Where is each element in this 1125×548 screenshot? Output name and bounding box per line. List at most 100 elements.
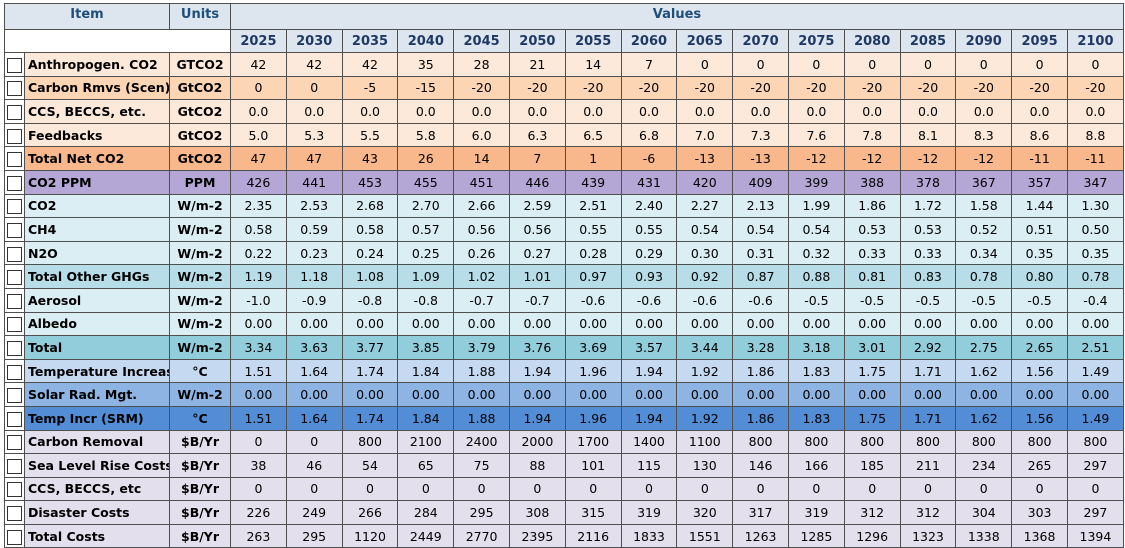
value-cell: 234: [955, 453, 1013, 478]
row-checkbox[interactable]: [7, 388, 22, 404]
value-cell: 0.83: [899, 264, 957, 289]
value-cell: 409: [732, 169, 789, 195]
row-checkbox[interactable]: [7, 411, 22, 427]
row-checkbox[interactable]: [7, 104, 22, 120]
value-cell: 0.25: [397, 240, 455, 266]
year-header: 2040: [397, 29, 455, 53]
value-cell: -20: [732, 75, 789, 101]
row-checkbox[interactable]: [7, 458, 22, 474]
value-cell: 1400: [620, 429, 678, 455]
table-row: Temperature Increase °C 1.51 1.64 1.74 1.84 1.…: [4, 358, 1124, 384]
row-checkbox[interactable]: [7, 293, 22, 309]
year-header: 2055: [564, 29, 622, 53]
value-cell: 0.00: [509, 382, 566, 407]
row-item-label: Feedbacks: [23, 122, 171, 148]
row-checkbox[interactable]: [7, 506, 22, 522]
value-cell: 0.55: [620, 217, 678, 242]
year-header: 2100: [1066, 29, 1124, 53]
table-row: Temp Incr (SRM) °C 1.51 1.64 1.74 1.84 1.88 1.9…: [4, 405, 1124, 431]
value-cell: 0.35: [1011, 240, 1068, 266]
value-cell: 1.64: [285, 405, 343, 431]
row-checkbox[interactable]: [7, 222, 22, 238]
value-cell: 367: [955, 169, 1013, 195]
value-cell: 0.56: [453, 217, 510, 242]
value-cell: 0: [285, 476, 343, 502]
value-cell: 0.0: [899, 99, 957, 124]
value-cell: 1394: [1066, 523, 1124, 548]
row-item-label: CO2: [23, 193, 171, 219]
value-cell: 2.35: [230, 193, 287, 219]
row-checkbox-cell: [4, 264, 25, 289]
row-checkbox[interactable]: [7, 482, 22, 498]
value-cell: 0.00: [955, 382, 1013, 407]
value-cell: 1.88: [453, 405, 510, 431]
value-cell: 0.00: [453, 311, 510, 337]
value-cell: 1.51: [230, 358, 287, 384]
row-checkbox[interactable]: [7, 340, 22, 356]
year-header: 2095: [1011, 29, 1068, 53]
value-cell: 1.94: [620, 405, 678, 431]
row-unit: GtCO2: [169, 99, 232, 124]
value-cell: 3.01: [843, 335, 901, 360]
value-cell: 320: [676, 500, 734, 525]
value-cell: 3.85: [397, 335, 455, 360]
row-item-label: Total Other GHGs: [23, 264, 171, 289]
row-checkbox[interactable]: [7, 317, 22, 333]
value-cell: 0.00: [899, 311, 957, 337]
value-cell: 0.54: [676, 217, 734, 242]
value-cell: 0.00: [787, 382, 845, 407]
table-row: CO2 W/m-2 2.35 2.53 2.68 2.70 2.66 2.59 2.51 2.40…: [4, 193, 1124, 219]
value-cell: 312: [899, 500, 957, 525]
row-item-label: Temp Incr (SRM): [23, 405, 171, 431]
year-header: 2045: [453, 29, 510, 53]
value-cell: 1.99: [787, 193, 845, 219]
value-cell: 0.27: [509, 240, 566, 266]
value-cell: 7.0: [676, 122, 734, 148]
value-cell: 347: [1066, 169, 1124, 195]
value-cell: 0: [620, 476, 678, 502]
table-row: Disaster Costs $B/Yr 226 249 266 284 295 308 315…: [4, 500, 1124, 525]
value-cell: 47: [285, 146, 343, 171]
value-cell: 295: [285, 523, 343, 548]
value-cell: 0.81: [843, 264, 901, 289]
row-checkbox[interactable]: [7, 57, 22, 73]
row-checkbox[interactable]: [7, 175, 22, 191]
row-checkbox[interactable]: [7, 435, 22, 451]
table-row: N2O W/m-2 0.22 0.23 0.24 0.25 0.26 0.27 0.28 0.29…: [4, 240, 1124, 266]
value-cell: 42: [341, 52, 399, 77]
value-cell: 0.0: [509, 99, 566, 124]
value-cell: 800: [787, 429, 845, 455]
row-checkbox[interactable]: [7, 246, 22, 262]
row-checkbox[interactable]: [7, 152, 22, 168]
value-cell: 2.53: [285, 193, 343, 219]
row-checkbox[interactable]: [7, 128, 22, 144]
value-cell: 0: [230, 476, 287, 502]
value-cell: 0.00: [676, 382, 734, 407]
row-checkbox[interactable]: [7, 270, 22, 286]
value-cell: 0.53: [843, 217, 901, 242]
row-checkbox[interactable]: [7, 199, 22, 215]
row-checkbox[interactable]: [7, 364, 22, 380]
row-checkbox[interactable]: [7, 81, 22, 97]
row-checkbox[interactable]: [7, 529, 22, 545]
value-cell: 800: [732, 429, 789, 455]
value-cell: 0.00: [397, 311, 455, 337]
value-cell: -0.8: [397, 287, 455, 313]
table-body: Anthropogen. CO2 GTCO2 42 42 42 35 28 21 14 7 0 0 0 0…: [4, 52, 1124, 548]
row-unit: GtCO2: [169, 75, 232, 101]
value-cell: 0.26: [453, 240, 510, 266]
value-cell: 5.8: [397, 122, 455, 148]
value-cell: 1.83: [787, 405, 845, 431]
value-cell: 0: [787, 52, 845, 77]
value-cell: 42: [230, 52, 287, 77]
value-cell: 42: [285, 52, 343, 77]
table-row: CCS, BECCS, etc $B/Yr 0 0 0 0 0 0 0 0 0 0 0 0 0 0 0 0: [4, 476, 1124, 502]
value-cell: 8.6: [1011, 122, 1068, 148]
value-cell: -12: [843, 146, 901, 171]
year-header: 2070: [732, 29, 789, 53]
value-cell: 0.00: [955, 311, 1013, 337]
value-cell: 211: [899, 453, 957, 478]
value-cell: 0.28: [564, 240, 622, 266]
row-unit: W/m-2: [169, 240, 232, 266]
value-cell: 451: [453, 169, 510, 195]
